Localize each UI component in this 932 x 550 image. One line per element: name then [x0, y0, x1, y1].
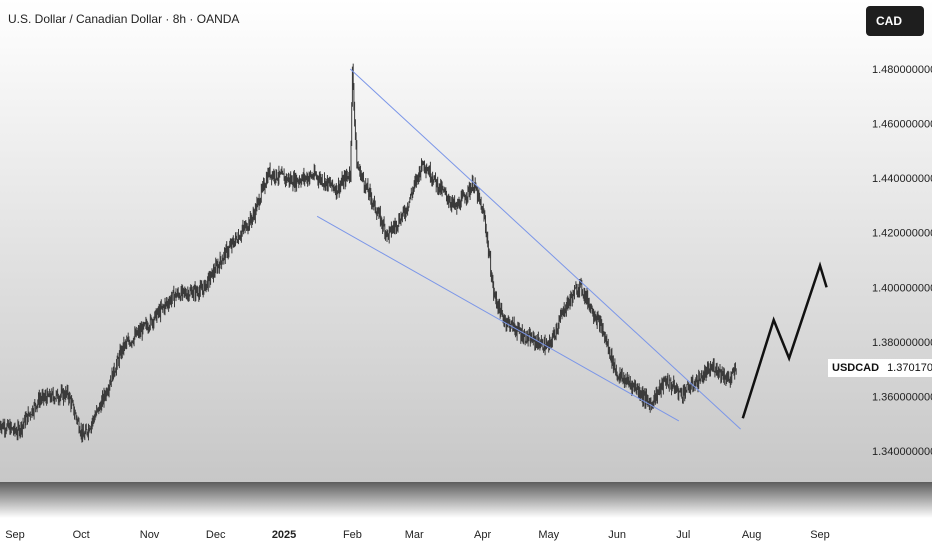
plot-background	[0, 0, 932, 482]
x-tick-label: Apr	[474, 529, 491, 541]
x-tick-label: Nov	[140, 529, 160, 541]
y-tick-label: 1.4200000000	[872, 228, 932, 240]
time-axis[interactable]: Sep Oct Nov Dec 2025 Feb Mar Apr May Jun Jul Aug Sep	[5, 529, 830, 541]
candle-bars	[0, 63, 737, 443]
y-tick-label: 1.4800000000	[872, 64, 932, 76]
x-tick-label: Jul	[676, 529, 690, 541]
last-price-label: 1.3701700000	[883, 359, 932, 377]
projection-arrow	[741, 261, 828, 419]
projection-path[interactable]	[741, 261, 828, 419]
x-tick-label: Mar	[405, 529, 424, 541]
wedge-trendline[interactable]	[316, 215, 680, 422]
y-tick-label: 1.4600000000	[872, 119, 932, 131]
price-axis: 1.4800000000 1.4600000000 1.4400000000 1.42…	[872, 64, 932, 458]
trendlines	[316, 68, 741, 430]
x-tick-label: Oct	[73, 529, 90, 541]
price-series	[0, 63, 737, 443]
x-tick-label: Sep	[810, 529, 830, 541]
price-tag: USDCAD 1.3701700000	[828, 358, 932, 378]
x-tick-label: Aug	[742, 529, 762, 541]
x-tick-label: Jun	[608, 529, 626, 541]
x-tick-label: Dec	[206, 529, 226, 541]
currency-button[interactable]: CAD	[866, 6, 924, 36]
y-tick-label: 1.4400000000	[872, 173, 932, 185]
y-tick-label: 1.3400000000	[872, 446, 932, 458]
x-tick-label: Sep	[5, 529, 25, 541]
y-tick-label: 1.3600000000	[872, 391, 932, 403]
symbol-label: USDCAD	[828, 359, 884, 377]
x-tick-label: 2025	[272, 529, 296, 541]
chart-title: U.S. Dollar / Canadian Dollar · 8h · OAN…	[8, 12, 240, 26]
x-tick-label: Feb	[343, 529, 362, 541]
time-axis-band	[0, 482, 932, 518]
y-tick-label: 1.4000000000	[872, 282, 932, 294]
time-axis-background	[0, 518, 932, 550]
wedge-trendline[interactable]	[349, 68, 741, 430]
x-tick-label: May	[538, 529, 559, 541]
y-tick-label: 1.3800000000	[872, 337, 932, 349]
